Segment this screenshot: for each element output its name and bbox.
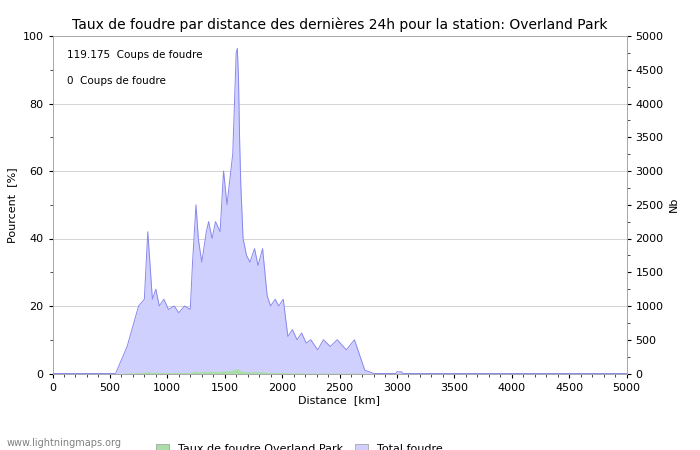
Text: www.lightningmaps.org: www.lightningmaps.org bbox=[7, 438, 122, 448]
Y-axis label: Pourcent  [%]: Pourcent [%] bbox=[7, 167, 17, 243]
Title: Taux de foudre par distance des dernières 24h pour la station: Overland Park: Taux de foudre par distance des dernière… bbox=[71, 18, 608, 32]
Legend: Taux de foudre Overland Park, Total foudre: Taux de foudre Overland Park, Total foud… bbox=[152, 440, 447, 450]
Y-axis label: Nb: Nb bbox=[669, 197, 679, 212]
Text: 0  Coups de foudre: 0 Coups de foudre bbox=[66, 76, 166, 86]
X-axis label: Distance  [km]: Distance [km] bbox=[298, 395, 381, 405]
Text: 119.175  Coups de foudre: 119.175 Coups de foudre bbox=[66, 50, 202, 59]
